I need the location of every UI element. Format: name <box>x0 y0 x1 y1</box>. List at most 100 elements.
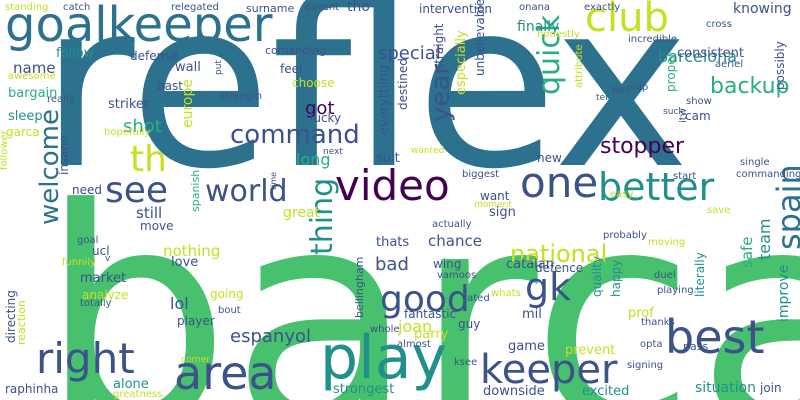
word-actually: actually <box>432 219 472 230</box>
word-area: area <box>174 346 277 400</box>
word-right: right <box>36 334 135 383</box>
word-finally: finally <box>517 19 560 35</box>
word-doesnt: doesnt <box>305 2 340 13</box>
word-garca: garca <box>6 125 40 139</box>
word-stopper: stopper <box>600 134 685 159</box>
word-defence: defence <box>535 261 584 275</box>
word-great: great <box>283 205 321 221</box>
word-lol: lol <box>170 294 189 313</box>
word-easy: easy <box>610 189 634 200</box>
word-play: play <box>320 323 448 393</box>
word-put: put <box>214 60 224 75</box>
word-totally: totally <box>80 298 112 309</box>
word-striker: striker <box>108 97 150 112</box>
word-gk: gk <box>525 265 572 309</box>
word-still: still <box>136 204 163 222</box>
word-honestly: honestly <box>537 29 580 40</box>
word-moment: moment <box>474 200 512 210</box>
word-standing: standing <box>5 2 49 13</box>
word-situation: situation <box>695 380 756 396</box>
word-barcelona: barcelona <box>658 47 738 66</box>
word-next: next <box>323 147 343 157</box>
word-raphinha: raphinha <box>5 382 59 396</box>
word-tho: tho <box>347 0 370 15</box>
word-start: start <box>673 171 697 182</box>
word-whats: whats <box>491 288 521 299</box>
word-new: new <box>537 151 562 165</box>
word-cam: cam <box>685 109 711 123</box>
word-corner: corner <box>181 355 210 365</box>
word-thanks: thanks <box>641 317 675 328</box>
word-greatness: greatness <box>113 389 163 400</box>
word-feel: feel <box>280 62 303 76</box>
word-want: want <box>480 189 510 203</box>
word-mil: mil <box>522 307 542 322</box>
word-intervention: intervention <box>419 2 493 16</box>
word-guy: guy <box>458 317 481 331</box>
word-goal: goal <box>77 235 99 246</box>
word-thats: thats <box>376 235 410 250</box>
word-awesome: awesome <box>8 71 56 82</box>
word-consistent: consistent <box>677 46 744 61</box>
word-analyze: analyze <box>82 288 129 302</box>
word-pass: pass <box>683 340 709 353</box>
word-follower: follower <box>0 130 10 170</box>
word-bast: bast <box>157 79 183 93</box>
word-surname: surname <box>246 2 295 15</box>
word-long: long <box>296 150 331 169</box>
word-insane: insane <box>57 135 71 175</box>
word-wanted: wanted <box>411 146 445 156</box>
word-reaction: reaction <box>15 300 28 345</box>
word-wing: wing <box>433 257 462 271</box>
word-opta: opta <box>640 339 663 350</box>
word-knowing: knowing <box>733 1 792 17</box>
word-relegated: relegated <box>171 2 219 13</box>
word-chance: chance <box>428 232 482 250</box>
word-cup: cup <box>630 82 649 93</box>
word-barca: barca <box>40 145 800 400</box>
word-parry: parry <box>414 327 449 342</box>
word-catch: catch <box>63 2 91 13</box>
word-aeriel: aeriel <box>715 59 744 70</box>
word-suit: suit <box>376 151 400 166</box>
word-literally: literally <box>693 252 707 297</box>
word-biggest: biggest <box>462 169 500 180</box>
word-whole: whole <box>370 324 400 335</box>
word-vamoos: vamoos <box>437 270 477 281</box>
word-video: video <box>335 161 450 210</box>
word-suck: suck <box>663 107 684 117</box>
word-year: year <box>426 63 456 122</box>
word-good: good <box>380 279 470 320</box>
word-prof: prof <box>628 306 654 321</box>
word-club: club <box>585 0 669 41</box>
word-ball: ball <box>612 85 631 96</box>
word-europe: europe <box>180 79 196 128</box>
word-hopefully: hopefully <box>104 127 151 138</box>
word-signing: signing <box>627 360 664 371</box>
word-everything: everything <box>377 64 392 135</box>
word-backup: backup <box>710 74 790 99</box>
word-move: move <box>140 219 174 233</box>
word-v: v <box>105 254 111 264</box>
word-duel: duel <box>654 270 676 281</box>
word-nothing: nothing <box>163 242 221 260</box>
word-got: got <box>305 98 335 119</box>
word-moving: moving <box>648 237 686 248</box>
word-going: going <box>210 287 244 301</box>
word-catalan: catalan <box>506 257 554 272</box>
word-save: save <box>707 205 731 216</box>
word-spanish: spanish <box>189 169 202 212</box>
word-unbelievable: unbelievable <box>473 0 487 76</box>
word-world: world <box>205 174 288 209</box>
word-show: show <box>686 96 712 107</box>
word-joan: joan <box>398 317 433 336</box>
word-prevent: prevent <box>565 343 616 358</box>
word-ucl: ucl <box>92 244 110 258</box>
word-single: single <box>740 157 770 168</box>
word-bout: bout <box>218 305 241 316</box>
word-alone: alone <box>113 377 149 392</box>
word-shot: shot <box>123 116 162 137</box>
word-player: player <box>177 314 215 328</box>
word-better: better <box>598 165 715 209</box>
